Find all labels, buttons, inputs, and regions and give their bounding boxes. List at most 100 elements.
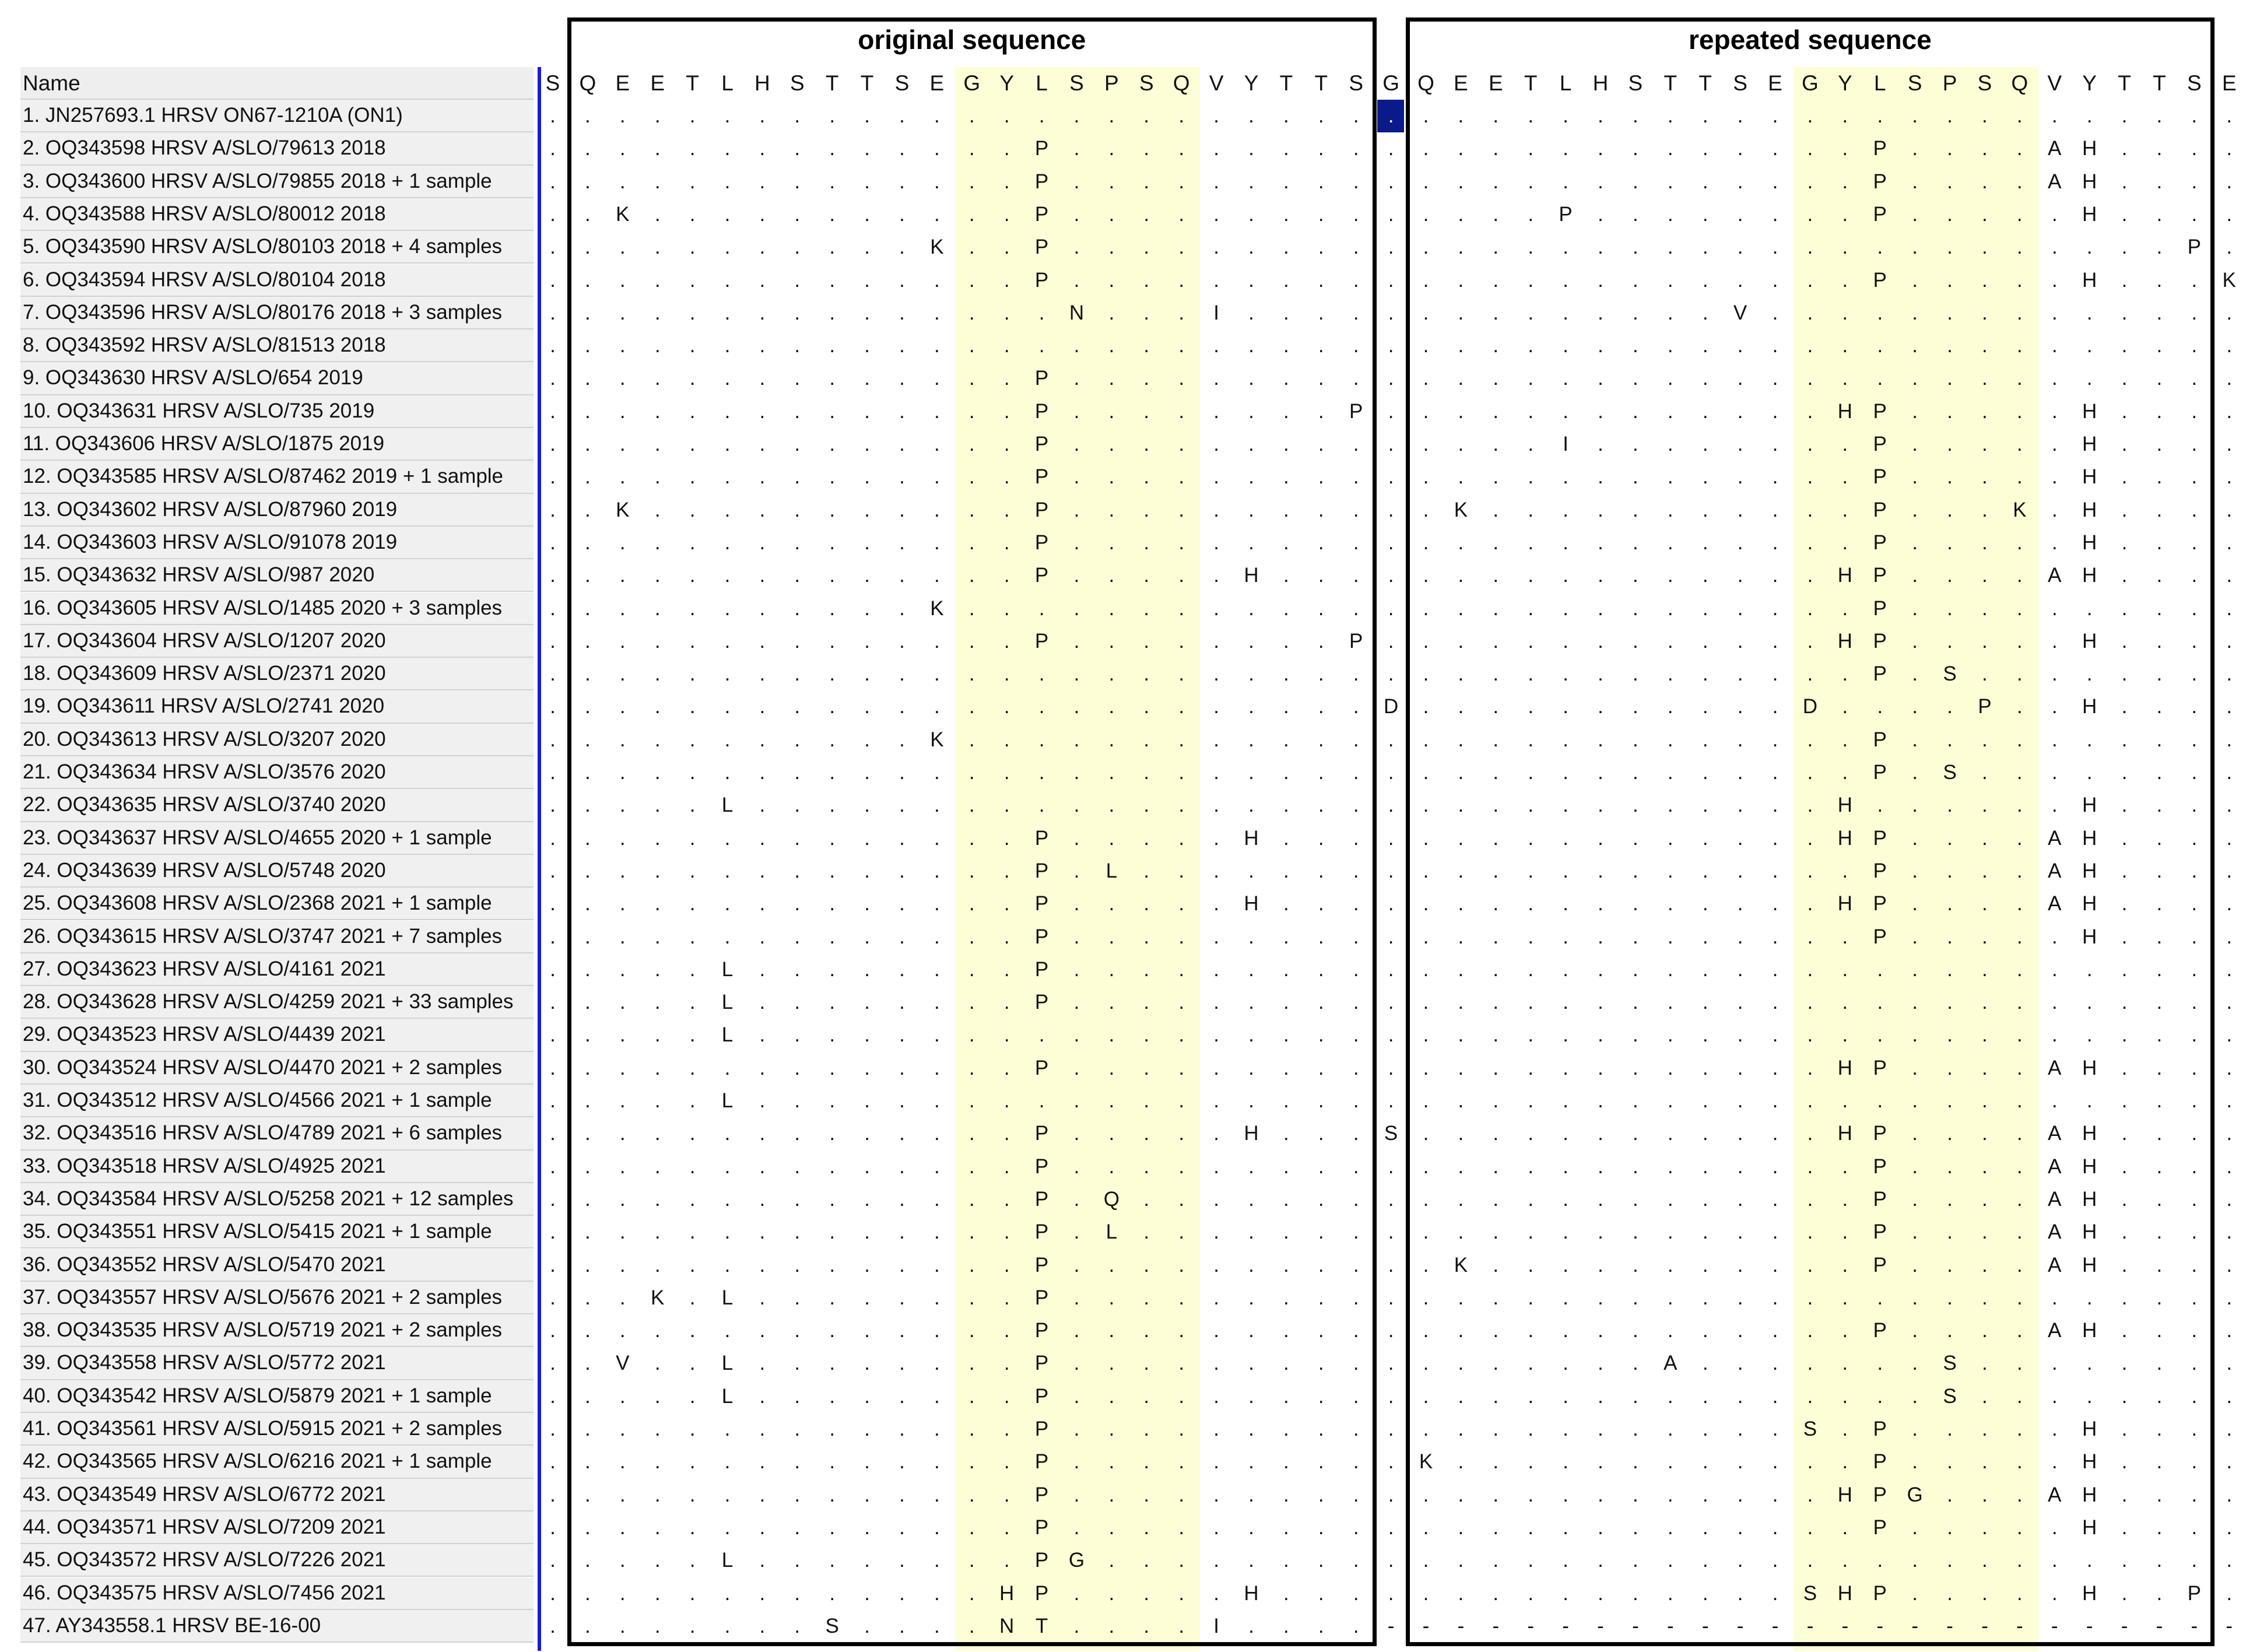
identity-dot[interactable]: .: [2226, 1549, 2233, 1572]
identity-dot[interactable]: .: [585, 1286, 591, 1309]
sequence-name[interactable]: 26. OQ343615 HRSV A/SLO/3747 2021 + 7 sa…: [20, 920, 534, 953]
identity-dot[interactable]: .: [1772, 892, 1778, 916]
identity-dot[interactable]: .: [1318, 1056, 1324, 1079]
identity-dot[interactable]: .: [899, 957, 905, 981]
identity-dot[interactable]: .: [1598, 367, 1603, 390]
identity-dot[interactable]: .: [1073, 367, 1080, 390]
identity-dot[interactable]: .: [1563, 1516, 1568, 1539]
identity-dot[interactable]: .: [1702, 334, 1708, 357]
identity-dot[interactable]: .: [689, 1220, 696, 1244]
identity-dot[interactable]: .: [1947, 1286, 1953, 1309]
mutation-residue[interactable]: L: [721, 794, 734, 817]
identity-dot[interactable]: .: [2121, 1581, 2128, 1605]
identity-dot[interactable]: .: [759, 1319, 766, 1342]
identity-dot[interactable]: .: [585, 1418, 591, 1440]
identity-dot[interactable]: .: [1458, 957, 1464, 981]
identity-dot[interactable]: .: [829, 367, 836, 390]
identity-dot[interactable]: .: [1178, 137, 1185, 160]
identity-dot[interactable]: .: [2226, 399, 2233, 423]
identity-dot[interactable]: .: [1842, 1220, 1848, 1244]
identity-dot[interactable]: .: [1213, 1220, 1219, 1244]
identity-dot[interactable]: .: [1737, 104, 1743, 127]
consensus-residue[interactable]: S: [894, 71, 910, 95]
identity-dot[interactable]: .: [654, 991, 661, 1014]
identity-dot[interactable]: .: [2191, 1220, 2198, 1244]
identity-dot[interactable]: .: [1248, 498, 1254, 521]
identity-dot[interactable]: .: [2156, 629, 2163, 653]
identity-dot[interactable]: .: [585, 695, 591, 718]
identity-dot[interactable]: .: [1318, 794, 1324, 817]
gap-cell[interactable]: -: [1981, 1614, 1988, 1637]
identity-dot[interactable]: .: [1493, 826, 1499, 850]
identity-dot[interactable]: .: [2156, 1352, 2163, 1375]
identity-dot[interactable]: .: [654, 1549, 661, 1572]
identity-dot[interactable]: .: [724, 1122, 731, 1145]
identity-dot[interactable]: .: [619, 1450, 626, 1474]
identity-dot[interactable]: .: [1178, 728, 1185, 751]
identity-dot[interactable]: .: [654, 104, 661, 127]
identity-dot[interactable]: .: [1213, 1549, 1219, 1572]
identity-dot[interactable]: .: [1108, 826, 1115, 850]
identity-dot[interactable]: .: [1073, 1253, 1080, 1276]
identity-dot[interactable]: .: [1388, 1352, 1394, 1375]
identity-dot[interactable]: .: [1143, 1352, 1150, 1375]
identity-dot[interactable]: .: [654, 728, 661, 751]
identity-dot[interactable]: .: [1353, 170, 1359, 193]
identity-dot[interactable]: .: [1877, 1384, 1883, 1408]
identity-dot[interactable]: .: [1423, 1549, 1429, 1572]
identity-dot[interactable]: .: [1772, 104, 1778, 127]
identity-dot[interactable]: .: [829, 1450, 836, 1474]
identity-dot[interactable]: .: [1318, 892, 1324, 916]
identity-dot[interactable]: .: [654, 531, 661, 554]
identity-dot[interactable]: .: [864, 597, 870, 620]
identity-dot[interactable]: .: [1702, 1581, 1708, 1605]
identity-dot[interactable]: .: [1388, 597, 1394, 620]
identity-dot[interactable]: .: [1038, 761, 1045, 784]
identity-dot[interactable]: .: [1842, 728, 1848, 751]
identity-dot[interactable]: .: [1178, 498, 1185, 521]
identity-dot[interactable]: .: [654, 301, 661, 324]
identity-dot[interactable]: .: [1283, 1581, 1289, 1605]
identity-dot[interactable]: .: [968, 1384, 975, 1408]
identity-dot[interactable]: .: [1563, 1450, 1568, 1474]
identity-dot[interactable]: .: [654, 1122, 661, 1145]
identity-dot[interactable]: .: [1073, 202, 1080, 226]
identity-dot[interactable]: .: [1633, 925, 1638, 948]
identity-dot[interactable]: .: [1598, 859, 1603, 882]
identity-dot[interactable]: .: [1842, 137, 1848, 160]
identity-dot[interactable]: .: [934, 1384, 940, 1408]
identity-dot[interactable]: .: [1563, 104, 1568, 127]
mutation-residue[interactable]: P: [1034, 1056, 1049, 1079]
identity-dot[interactable]: .: [619, 1220, 626, 1244]
identity-dot[interactable]: .: [2191, 1187, 2198, 1211]
identity-dot[interactable]: .: [2191, 1253, 2198, 1276]
identity-dot[interactable]: .: [968, 695, 975, 718]
identity-dot[interactable]: .: [1807, 433, 1813, 455]
identity-dot[interactable]: .: [585, 564, 591, 587]
identity-dot[interactable]: .: [1108, 761, 1115, 784]
mutation-residue[interactable]: L: [721, 957, 734, 981]
mutation-residue[interactable]: H: [1837, 1581, 1852, 1605]
identity-dot[interactable]: .: [1633, 1253, 1638, 1276]
identity-dot[interactable]: .: [1563, 268, 1568, 292]
identity-dot[interactable]: .: [2121, 498, 2128, 521]
identity-dot[interactable]: .: [968, 1056, 975, 1079]
identity-dot[interactable]: .: [2156, 433, 2163, 455]
identity-dot[interactable]: .: [1912, 1516, 1918, 1539]
identity-dot[interactable]: .: [1003, 104, 1010, 127]
identity-dot[interactable]: .: [1178, 1122, 1185, 1145]
mutation-residue[interactable]: P: [1873, 892, 1887, 916]
identity-dot[interactable]: .: [2191, 202, 2198, 226]
identity-dot[interactable]: .: [1633, 1516, 1638, 1539]
identity-dot[interactable]: .: [864, 1286, 870, 1309]
identity-dot[interactable]: .: [689, 1516, 696, 1539]
mutation-residue[interactable]: P: [1873, 564, 1887, 587]
identity-dot[interactable]: .: [2226, 1122, 2233, 1145]
identity-dot[interactable]: .: [1947, 1549, 1953, 1572]
mutation-residue[interactable]: P: [2187, 1581, 2201, 1605]
consensus-residue[interactable]: L: [721, 71, 734, 95]
identity-dot[interactable]: .: [1143, 925, 1150, 948]
identity-dot[interactable]: .: [2086, 1023, 2093, 1047]
identity-dot[interactable]: .: [1108, 925, 1115, 948]
identity-dot[interactable]: .: [619, 564, 626, 587]
